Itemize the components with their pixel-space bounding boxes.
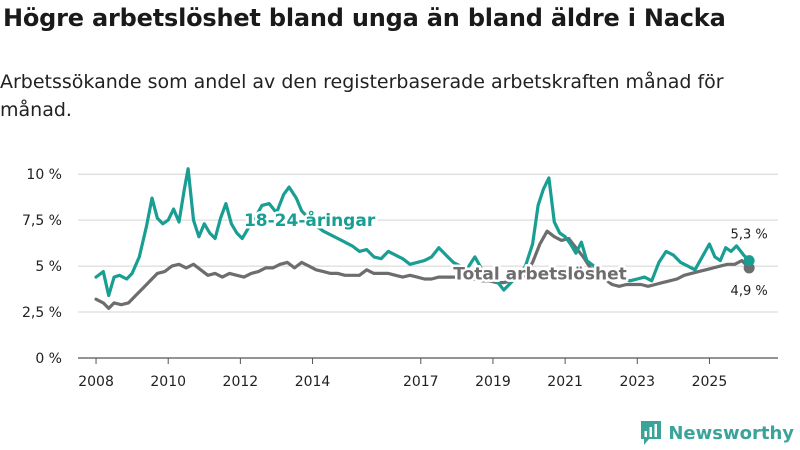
x-axis: 2008 2010 2012 2014 2017 2019 2021 2023 2025 [78,358,727,390]
x-tick-label: 2019 [475,374,511,390]
y-tick-label: 0 % [35,351,62,367]
x-tick-label: 2023 [619,374,655,390]
x-tick-label: 2021 [547,374,583,390]
series-labels: 4,9 % 5,3 % 18-24-åringar Total arbetslöshe… [241,207,768,299]
end-value-label-total: 4,9 % [731,284,768,299]
x-tick-label: 2010 [150,374,186,390]
end-value-label-youth: 5,3 % [731,228,768,243]
series-lines [94,167,755,310]
series-label-total: Total arbetslöshet [453,264,627,284]
x-tick-label: 2025 [692,374,728,390]
x-tick-label: 2012 [223,374,259,390]
y-axis-labels: 0 % 2,5 % 5 % 7,5 % 10 % [22,167,62,367]
bar-chart-speech-bubble-icon [641,421,662,445]
y-tick-label: 7,5 % [22,213,62,229]
end-point-youth [743,255,755,267]
chart-title: Högre arbetslöshet bland unga än bland ä… [3,4,726,32]
line-chart: 0 % 2,5 % 5 % 7,5 % 10 % 2008 2010 2012 2014 201… [22,167,778,390]
x-tick-label: 2014 [295,374,331,390]
x-tick-label: 2017 [403,374,439,390]
series-label-youth: 18-24-åringar [244,209,376,231]
series-line-youth [94,167,751,298]
y-tick-label: 10 % [26,167,62,183]
y-tick-label: 5 % [35,259,62,275]
brand-name: Newsworthy [668,422,794,444]
series-line-total [94,229,751,310]
chart-subtitle: Arbetssökande som andel av den registerb… [0,71,724,121]
x-tick-label: 2008 [78,374,114,390]
brand-logo[interactable]: Newsworthy [640,420,794,446]
y-tick-label: 2,5 % [22,305,62,321]
